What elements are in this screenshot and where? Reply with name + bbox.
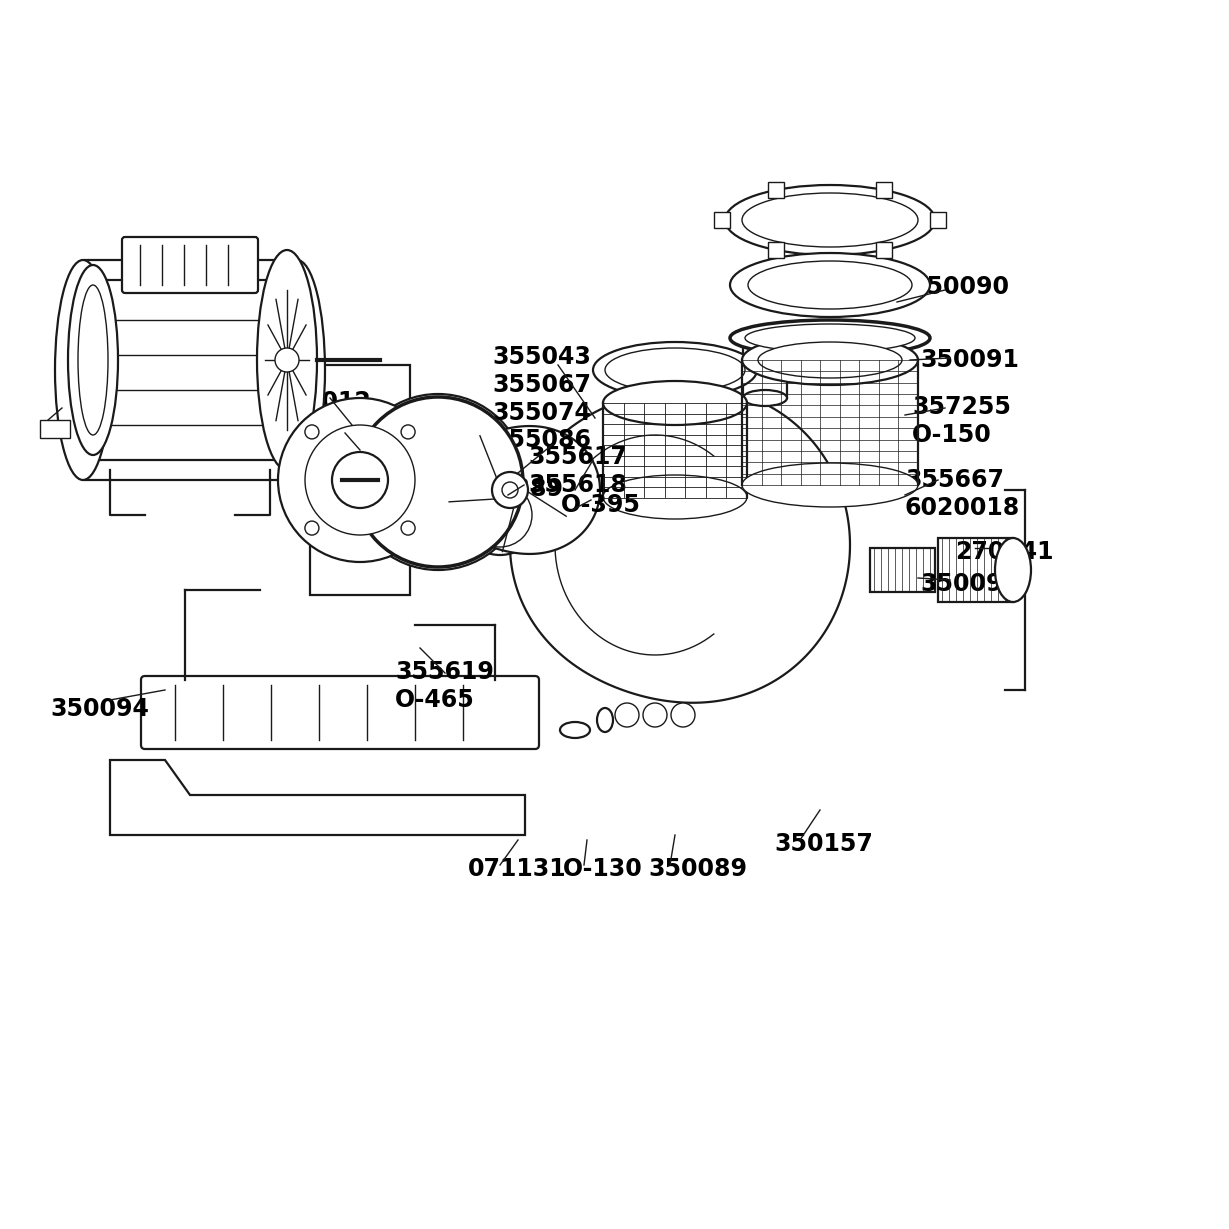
Text: 350157: 350157 — [774, 832, 873, 857]
Ellipse shape — [725, 186, 935, 254]
Ellipse shape — [742, 193, 918, 247]
Bar — [930, 211, 946, 229]
Polygon shape — [111, 760, 525, 834]
Ellipse shape — [742, 336, 918, 385]
Text: 355389: 355389 — [465, 477, 563, 501]
Circle shape — [305, 425, 415, 535]
Bar — [870, 548, 935, 592]
Text: PS-200: PS-200 — [297, 425, 391, 449]
Bar — [876, 242, 892, 258]
Circle shape — [401, 425, 415, 439]
Text: 350094: 350094 — [50, 697, 149, 721]
Ellipse shape — [605, 348, 745, 392]
Ellipse shape — [730, 253, 930, 317]
Text: 355667
6020018: 355667 6020018 — [905, 468, 1020, 520]
Ellipse shape — [603, 381, 747, 425]
Circle shape — [501, 482, 517, 498]
Text: 357255
O-150: 357255 O-150 — [912, 395, 1011, 447]
Bar — [768, 182, 784, 198]
Bar — [768, 242, 784, 258]
Ellipse shape — [257, 249, 317, 469]
Circle shape — [492, 472, 528, 508]
Circle shape — [643, 703, 667, 728]
Bar — [938, 538, 1013, 602]
Bar — [744, 342, 787, 398]
Circle shape — [275, 348, 299, 372]
Polygon shape — [444, 426, 600, 554]
Text: O-395: O-395 — [560, 493, 640, 517]
Ellipse shape — [269, 261, 324, 481]
Circle shape — [614, 703, 639, 728]
Text: 350089: 350089 — [648, 857, 747, 881]
Ellipse shape — [594, 342, 757, 398]
Bar — [85, 261, 295, 481]
Text: 270141: 270141 — [955, 540, 1053, 564]
Text: 355043
355067
355074
355086: 355043 355067 355074 355086 — [492, 345, 591, 452]
Circle shape — [353, 397, 524, 567]
Ellipse shape — [744, 334, 787, 350]
Ellipse shape — [730, 320, 930, 356]
Circle shape — [305, 521, 318, 535]
Circle shape — [460, 474, 540, 556]
Ellipse shape — [560, 721, 590, 737]
Ellipse shape — [745, 324, 916, 351]
Circle shape — [305, 425, 318, 439]
Ellipse shape — [744, 390, 787, 406]
Text: O-130: O-130 — [563, 857, 643, 881]
Text: 071131: 071131 — [468, 857, 567, 881]
Polygon shape — [510, 387, 850, 703]
Ellipse shape — [597, 708, 613, 732]
Bar — [310, 365, 410, 595]
Bar — [876, 182, 892, 198]
FancyBboxPatch shape — [141, 676, 540, 748]
Bar — [714, 211, 730, 229]
Circle shape — [332, 452, 388, 508]
Text: 350090: 350090 — [909, 275, 1009, 299]
Text: 350093: 350093 — [921, 571, 1019, 596]
Text: 356012: 356012 — [272, 390, 371, 414]
Text: 355619
O-465: 355619 O-465 — [395, 660, 494, 712]
Circle shape — [671, 703, 696, 728]
FancyBboxPatch shape — [85, 280, 295, 460]
Ellipse shape — [55, 261, 111, 481]
Ellipse shape — [68, 265, 118, 455]
Circle shape — [468, 483, 532, 547]
Ellipse shape — [995, 538, 1031, 602]
Ellipse shape — [748, 261, 912, 308]
Ellipse shape — [742, 463, 918, 508]
Ellipse shape — [758, 342, 902, 379]
Text: 355617
355618: 355617 355618 — [528, 445, 627, 497]
Circle shape — [278, 398, 442, 562]
Circle shape — [350, 395, 526, 570]
Ellipse shape — [603, 474, 747, 519]
FancyBboxPatch shape — [122, 237, 258, 293]
Bar — [41, 420, 70, 438]
Circle shape — [363, 407, 512, 557]
Circle shape — [401, 521, 415, 535]
Text: 350091: 350091 — [921, 348, 1019, 372]
Ellipse shape — [77, 285, 108, 435]
